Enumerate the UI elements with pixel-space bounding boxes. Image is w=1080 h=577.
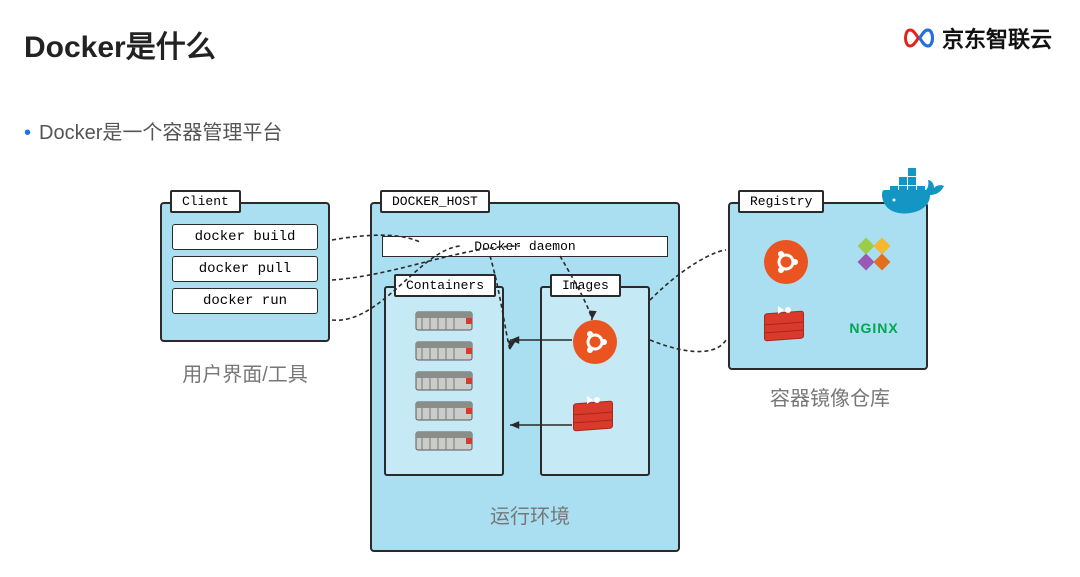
architecture-diagram: Client docker build docker pull docker r… — [160, 190, 960, 560]
cmd-run: docker run — [172, 288, 318, 314]
registry-caption: 容器镜像仓库 — [760, 382, 900, 411]
docker-daemon: Docker daemon — [382, 236, 668, 257]
infinity-icon — [902, 27, 936, 49]
container-icon — [410, 368, 478, 394]
client-caption: 用户界面/工具 — [170, 358, 320, 387]
cmd-pull: docker pull — [172, 256, 318, 282]
bullet-dot: • — [24, 122, 31, 144]
client-box: Client docker build docker pull docker r… — [160, 202, 330, 342]
ubuntu-icon — [573, 320, 617, 364]
redis-icon — [764, 306, 808, 350]
host-caption: 运行环境 — [480, 500, 580, 529]
page-title: Docker是什么 — [24, 22, 216, 66]
images-label: Images — [550, 274, 621, 297]
cmd-build: docker build — [172, 224, 318, 250]
client-label: Client — [170, 190, 241, 213]
images-box: Images — [540, 286, 650, 476]
bullet-line: • Docker是一个容器管理平台 — [24, 116, 282, 145]
brand-logo: 京东智联云 — [902, 22, 1052, 54]
registry-box: Registry NGINX — [728, 202, 928, 370]
containers-label: Containers — [394, 274, 496, 297]
registry-label: Registry — [738, 190, 824, 213]
redis-icon — [573, 396, 617, 440]
centos-icon — [852, 232, 896, 276]
host-label: DOCKER_HOST — [380, 190, 490, 213]
container-icon — [410, 398, 478, 424]
containers-box: Containers — [384, 286, 504, 476]
container-icon — [410, 308, 478, 334]
ubuntu-icon — [764, 240, 808, 284]
container-icon — [410, 428, 478, 454]
nginx-icon: NGINX — [849, 320, 898, 336]
bullet-text: Docker是一个容器管理平台 — [39, 122, 282, 144]
container-icon — [410, 338, 478, 364]
brand-text: 京东智联云 — [942, 22, 1052, 54]
docker-whale-icon — [880, 168, 950, 222]
